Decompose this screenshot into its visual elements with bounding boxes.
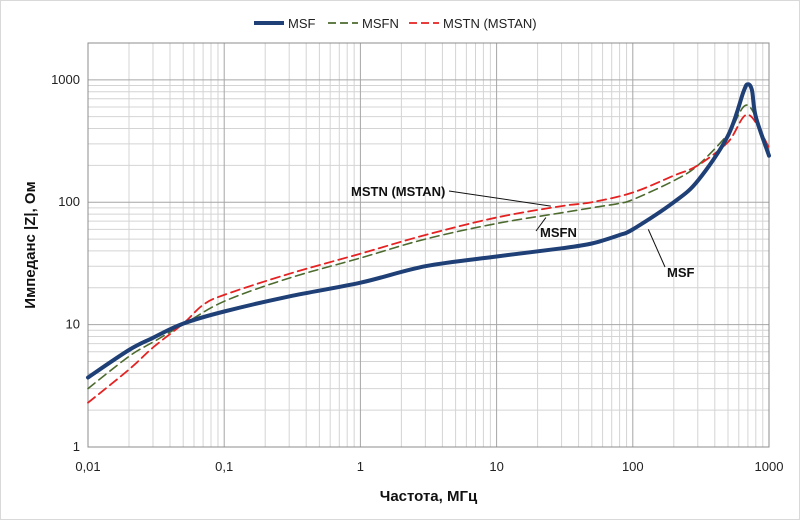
series-line-msf xyxy=(86,82,771,380)
x-axis-title: Частота, МГц xyxy=(380,488,478,505)
x-tick-label: 0,1 xyxy=(215,459,233,474)
series-line-msfn xyxy=(87,104,770,390)
legend-label: MSTN (MSTAN) xyxy=(443,16,537,31)
x-tick-label: 10 xyxy=(489,459,503,474)
major-gridlines xyxy=(87,43,769,448)
x-tick-labels: 0,01 0,1 1 10 100 1000 xyxy=(75,459,783,474)
y-tick-label: 1 xyxy=(73,439,80,454)
x-tick-label: 1 xyxy=(357,459,364,474)
legend: MSF MSFN MSTN (MSTAN) xyxy=(254,16,537,31)
y-tick-label: 10 xyxy=(66,317,80,332)
annotation-leader-line xyxy=(448,190,551,207)
plot-area-border xyxy=(87,42,770,448)
series-line-mstn-mstan xyxy=(87,113,770,404)
x-tick-label: 1000 xyxy=(755,459,784,474)
x-tick-label: 0,01 xyxy=(75,459,100,474)
y-tick-labels: 1 10 100 1000 xyxy=(51,72,80,454)
annotation-label: MSFN xyxy=(540,225,577,240)
legend-label: MSF xyxy=(288,16,316,31)
series-layer xyxy=(86,82,771,404)
y-tick-label: 100 xyxy=(58,194,80,209)
annotation-label: MSTN (MSTAN) xyxy=(351,184,445,199)
annotation-label: MSF xyxy=(667,265,695,280)
legend-label: MSFN xyxy=(362,16,399,31)
annotation-leader-line xyxy=(647,229,666,268)
annotations-layer: MSTN (MSTAN) MSFN MSF xyxy=(351,184,695,280)
x-tick-label: 100 xyxy=(622,459,644,474)
y-tick-label: 1000 xyxy=(51,72,80,87)
y-axis-title: Импеданс |Z|, Ом xyxy=(22,181,39,308)
minor-gridlines xyxy=(88,42,769,447)
annotation-leader-line xyxy=(535,217,547,232)
